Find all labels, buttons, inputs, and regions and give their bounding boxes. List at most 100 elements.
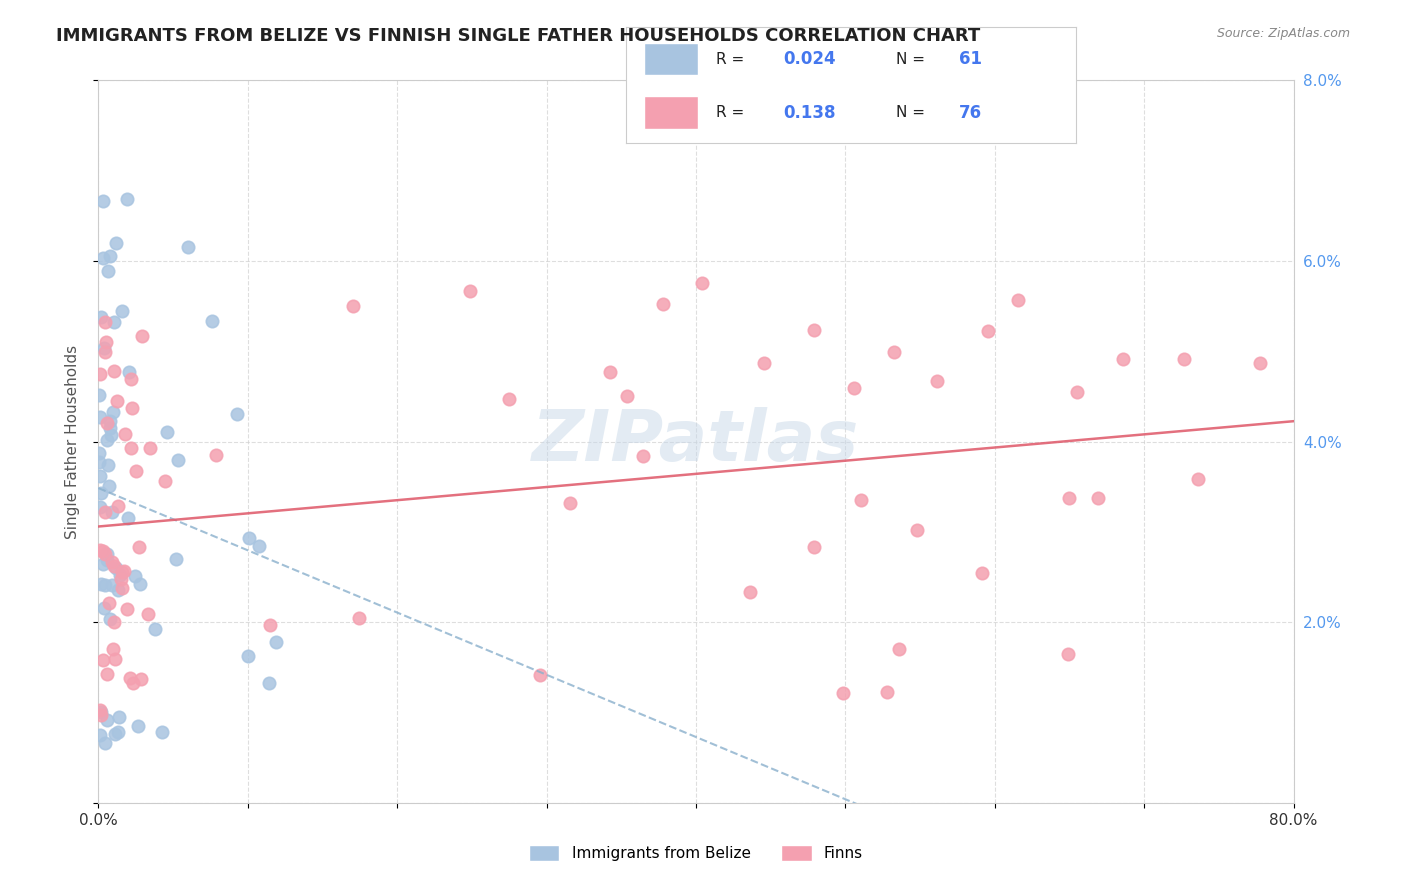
- Point: [143, 622, 166, 636]
- Point: [125, 464, 148, 478]
- Point: [89, 446, 111, 460]
- Point: [238, 648, 260, 663]
- Point: [599, 365, 621, 379]
- Point: [651, 296, 673, 310]
- Point: [96, 433, 118, 447]
- Point: [91, 653, 114, 667]
- Point: [104, 652, 127, 666]
- Point: [103, 559, 125, 574]
- Point: [177, 240, 200, 254]
- Point: [96, 714, 118, 728]
- Point: [226, 407, 249, 421]
- Point: [103, 405, 125, 419]
- Point: [1112, 352, 1135, 367]
- Point: [1173, 351, 1195, 366]
- FancyBboxPatch shape: [644, 43, 697, 76]
- Point: [100, 428, 122, 442]
- Point: [738, 584, 761, 599]
- Point: [96, 547, 118, 561]
- Point: [107, 582, 129, 597]
- Point: [238, 531, 260, 545]
- Text: R =: R =: [716, 105, 744, 120]
- Point: [89, 455, 111, 469]
- Point: [889, 642, 911, 657]
- Point: [156, 425, 179, 439]
- Point: [103, 615, 125, 629]
- Point: [94, 315, 117, 329]
- Point: [120, 372, 142, 386]
- Point: [91, 251, 114, 265]
- Point: [110, 572, 132, 586]
- Point: [94, 736, 117, 750]
- Point: [1187, 472, 1209, 486]
- Point: [107, 724, 129, 739]
- Point: [108, 568, 131, 582]
- Point: [97, 264, 120, 278]
- Point: [89, 703, 111, 717]
- Point: [155, 474, 177, 488]
- Point: [458, 284, 481, 298]
- Point: [204, 448, 226, 462]
- Point: [104, 561, 127, 575]
- Point: [89, 500, 111, 514]
- Point: [111, 582, 134, 596]
- Point: [128, 540, 150, 554]
- Text: N =: N =: [896, 52, 925, 67]
- Point: [90, 576, 112, 591]
- Point: [111, 304, 134, 318]
- Point: [347, 611, 370, 625]
- Point: [93, 342, 115, 356]
- Point: [976, 325, 998, 339]
- Y-axis label: Single Father Households: Single Father Households: [65, 344, 80, 539]
- Point: [616, 389, 638, 403]
- Point: [129, 577, 152, 591]
- Text: Source: ZipAtlas.com: Source: ZipAtlas.com: [1216, 27, 1350, 40]
- Point: [803, 541, 825, 555]
- Point: [131, 329, 153, 343]
- Point: [97, 458, 120, 472]
- Text: 0.024: 0.024: [783, 50, 835, 68]
- Point: [101, 578, 124, 592]
- Point: [91, 544, 114, 558]
- Point: [105, 394, 128, 409]
- Point: [89, 388, 111, 402]
- Point: [1057, 491, 1080, 505]
- Point: [849, 492, 872, 507]
- Point: [101, 642, 124, 657]
- Point: [90, 310, 112, 325]
- Point: [970, 566, 993, 581]
- Point: [1056, 647, 1078, 661]
- Point: [90, 705, 112, 719]
- Point: [138, 442, 160, 456]
- Point: [91, 557, 114, 571]
- Point: [94, 547, 117, 561]
- Point: [96, 666, 118, 681]
- Point: [1066, 384, 1088, 399]
- Point: [150, 724, 173, 739]
- Point: [100, 414, 122, 428]
- Legend: Immigrants from Belize, Finns: Immigrants from Belize, Finns: [523, 839, 869, 867]
- Point: [111, 565, 134, 579]
- Point: [115, 601, 138, 615]
- Point: [98, 612, 121, 626]
- Point: [96, 417, 118, 431]
- Text: ZIPatlas: ZIPatlas: [533, 407, 859, 476]
- Point: [94, 577, 117, 591]
- Point: [1087, 491, 1109, 505]
- Point: [905, 524, 928, 538]
- Point: [118, 365, 141, 379]
- Point: [98, 479, 121, 493]
- Point: [115, 192, 138, 206]
- Point: [89, 410, 111, 425]
- Point: [129, 672, 152, 686]
- FancyBboxPatch shape: [644, 96, 697, 128]
- Point: [98, 421, 121, 435]
- Point: [112, 564, 135, 578]
- Point: [264, 635, 287, 649]
- Point: [166, 552, 188, 566]
- Point: [247, 539, 270, 553]
- Point: [96, 553, 118, 567]
- Point: [98, 596, 121, 610]
- Point: [89, 368, 111, 382]
- Point: [127, 719, 149, 733]
